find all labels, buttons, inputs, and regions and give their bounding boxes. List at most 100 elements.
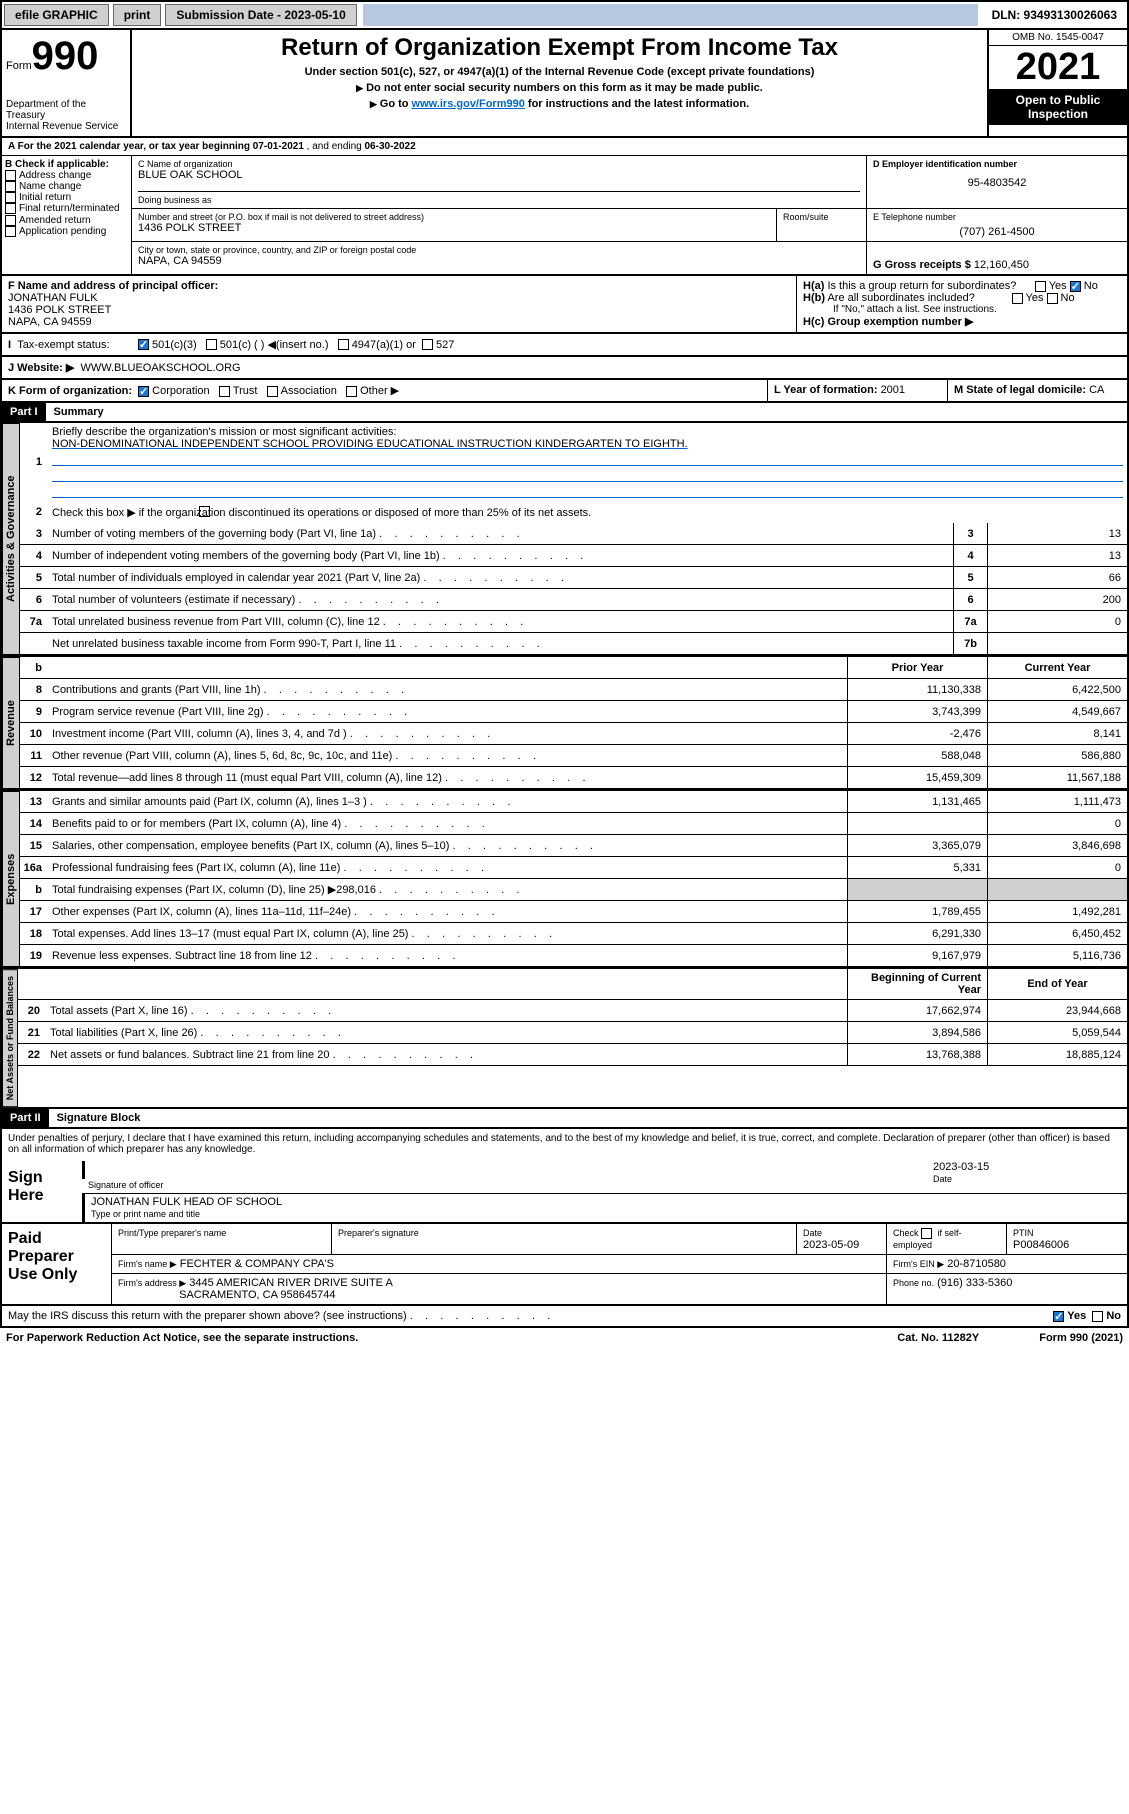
table-row: 22Net assets or fund balances. Subtract … <box>18 1044 1127 1066</box>
table-row: 18Total expenses. Add lines 13–17 (must … <box>20 923 1127 945</box>
website-label: J Website: ▶ <box>8 362 74 374</box>
cb-trust[interactable] <box>219 386 230 397</box>
table-row: bTotal fundraising expenses (Part IX, co… <box>20 879 1127 901</box>
cb-4947[interactable] <box>338 339 349 350</box>
table-row: 20Total assets (Part X, line 16)17,662,9… <box>18 1000 1127 1022</box>
cb-501c3[interactable] <box>138 339 149 350</box>
l1-label: Briefly describe the organization's miss… <box>52 426 396 438</box>
summary-line: 7aTotal unrelated business revenue from … <box>20 611 1127 633</box>
cb-name-change[interactable] <box>5 181 16 192</box>
summary-line: Net unrelated business taxable income fr… <box>20 633 1127 655</box>
cb-hb-no[interactable] <box>1047 293 1058 304</box>
hdr-begin: Beginning of Current Year <box>847 969 987 999</box>
org-name: BLUE OAK SCHOOL <box>138 169 860 181</box>
city-value: NAPA, CA 94559 <box>138 255 860 267</box>
sub3-post: for instructions and the latest informat… <box>525 98 749 110</box>
paid-preparer-label: Paid Preparer Use Only <box>2 1224 112 1304</box>
sig-date-label: Date <box>933 1174 952 1184</box>
cb-ha-no[interactable] <box>1070 281 1081 292</box>
cb-501c[interactable] <box>206 339 217 350</box>
declaration: Under penalties of perjury, I declare th… <box>0 1129 1129 1159</box>
phone-label: E Telephone number <box>873 212 1121 222</box>
form-header: Form990 Department of the Treasury Inter… <box>0 30 1129 138</box>
subtitle-1: Under section 501(c), 527, or 4947(a)(1)… <box>136 66 983 78</box>
print-button[interactable]: print <box>113 4 162 26</box>
part1-hdr: Part I <box>2 403 46 421</box>
row-klm: K Form of organization: Corporation Trus… <box>0 380 1129 403</box>
hdr-end: End of Year <box>987 969 1127 999</box>
part1-title: Summary <box>46 403 112 421</box>
summary-line: 3Number of voting members of the governi… <box>20 523 1127 545</box>
org-name-label: C Name of organization <box>138 159 860 169</box>
summary-line: 6Total number of volunteers (estimate if… <box>20 589 1127 611</box>
officer-addr1: 1436 POLK STREET <box>8 304 790 316</box>
table-row: 12Total revenue—add lines 8 through 11 (… <box>20 767 1127 789</box>
sign-here-label: Sign Here <box>2 1159 82 1222</box>
cb-app-pending[interactable] <box>5 226 16 237</box>
cb-initial-return[interactable] <box>5 192 16 203</box>
row-website: J Website: ▶ WWW.BLUEOAKSCHOOL.ORG <box>0 357 1129 380</box>
tax-year: 2021 <box>989 46 1127 89</box>
net-assets-section: Net Assets or Fund Balances Beginning of… <box>0 967 1129 1109</box>
inspection-label: Open to Public Inspection <box>989 89 1127 125</box>
table-row: 21Total liabilities (Part X, line 26)3,8… <box>18 1022 1127 1044</box>
pra-notice: For Paperwork Reduction Act Notice, see … <box>6 1332 358 1344</box>
form-label: Form <box>6 60 32 72</box>
gross-label: G Gross receipts $ <box>873 259 974 271</box>
tax-year-end: 06-30-2022 <box>365 141 416 152</box>
col-b-title: B Check if applicable: <box>5 159 128 170</box>
summary-line: 5Total number of individuals employed in… <box>20 567 1127 589</box>
state-domicile: CA <box>1089 384 1104 396</box>
section-f-h: F Name and address of principal officer:… <box>0 276 1129 334</box>
row-tax-status: I Tax-exempt status: 501(c)(3) 501(c) ( … <box>0 334 1129 357</box>
cb-discuss-yes[interactable] <box>1053 1311 1064 1322</box>
cb-527[interactable] <box>422 339 433 350</box>
table-row: 14Benefits paid to or for members (Part … <box>20 813 1127 835</box>
cb-ha-yes[interactable] <box>1035 281 1046 292</box>
summary-line: 4Number of independent voting members of… <box>20 545 1127 567</box>
gross-value: 12,160,450 <box>974 259 1029 271</box>
hc-label: H(c) Group exemption number ▶ <box>803 316 973 328</box>
cb-hb-yes[interactable] <box>1012 293 1023 304</box>
efile-button[interactable]: efile GRAPHIC <box>4 4 109 26</box>
sig-date-value: 2023-03-15 <box>933 1161 1121 1173</box>
addr-label: Number and street (or P.O. box if mail i… <box>138 212 770 222</box>
tab-net: Net Assets or Fund Balances <box>2 969 18 1107</box>
section-b-to-g: B Check if applicable: Address change Na… <box>0 156 1129 276</box>
irs-label: Internal Revenue Service <box>6 121 126 132</box>
table-row: 10Investment income (Part VIII, column (… <box>20 723 1127 745</box>
expenses-section: Expenses 13Grants and similar amounts pa… <box>0 789 1129 967</box>
sub3-pre: Go to <box>380 98 412 110</box>
table-row: 17Other expenses (Part IX, column (A), l… <box>20 901 1127 923</box>
omb-number: OMB No. 1545-0047 <box>989 30 1127 46</box>
city-label: City or town, state or province, country… <box>138 245 860 255</box>
cb-amended[interactable] <box>5 215 16 226</box>
sig-name-label: Type or print name and title <box>91 1209 200 1219</box>
cat-no: Cat. No. 11282Y <box>897 1332 979 1344</box>
cb-corp[interactable] <box>138 386 149 397</box>
cb-discontinued[interactable] <box>199 506 210 517</box>
tab-revenue: Revenue <box>2 657 20 789</box>
ein-label: D Employer identification number <box>873 159 1121 169</box>
firm-addr1: 3445 AMERICAN RIVER DRIVE SUITE A <box>189 1277 393 1289</box>
part2-title: Signature Block <box>49 1109 149 1127</box>
form-org-label: K Form of organization: <box>8 385 132 397</box>
table-row: 16aProfessional fundraising fees (Part I… <box>20 857 1127 879</box>
cb-final-return[interactable] <box>5 203 16 214</box>
sig-officer-label: Signature of officer <box>88 1180 163 1190</box>
cb-discuss-no[interactable] <box>1092 1311 1103 1322</box>
tab-governance: Activities & Governance <box>2 423 20 655</box>
sign-here-block: Sign Here Signature of officer 2023-03-1… <box>0 1159 1129 1224</box>
firm-name: FECHTER & COMPANY CPA'S <box>180 1258 334 1270</box>
hb-note: If "No," attach a list. See instructions… <box>803 304 1121 315</box>
cb-self-emp[interactable] <box>921 1228 932 1239</box>
firm-phone: (916) 333-5360 <box>937 1277 1012 1289</box>
cb-assoc[interactable] <box>267 386 278 397</box>
submission-date: Submission Date - 2023-05-10 <box>165 4 356 26</box>
cb-address-change[interactable] <box>5 170 16 181</box>
irs-link[interactable]: www.irs.gov/Form990 <box>412 98 525 110</box>
row-a-label: A For the 2021 calendar year, or tax yea… <box>8 141 253 152</box>
cb-other[interactable] <box>346 386 357 397</box>
hdr-prior: Prior Year <box>847 657 987 678</box>
subtitle-2: Do not enter social security numbers on … <box>366 82 763 94</box>
